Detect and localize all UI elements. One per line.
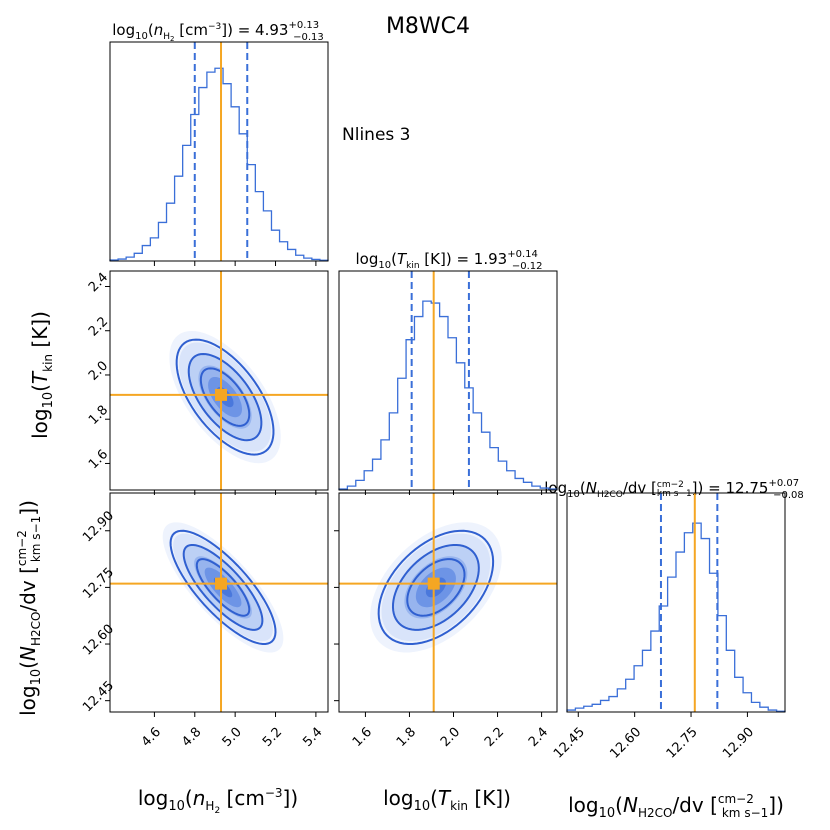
xlabel-log-nh2co: log10(NH2CO/dv [cm−2 km s−1]) (568, 792, 784, 821)
hist-panel-log_Tkin (338, 270, 558, 495)
y-tick-label: 1.6 (86, 447, 111, 472)
x-tick-label: 2.2 (482, 725, 507, 750)
ylabel-log-tkin: log10(Tkin [K]) (28, 311, 56, 439)
contour-line (195, 558, 251, 617)
x-tick-label: 1.6 (350, 725, 375, 750)
x-tick-label: 12.45 (551, 725, 588, 762)
contour-line (182, 543, 264, 631)
hist-frame (109, 41, 329, 262)
title-log-nh2: log10(nH2 [cm−3]) = 4.93+0.13 −0.13 (112, 20, 324, 43)
contour-line (377, 529, 495, 645)
y-tick-label: 12.90 (80, 508, 117, 545)
contour-line (391, 543, 480, 631)
y-tick-label: 2.0 (86, 358, 111, 383)
figure-title: M8WC4 (386, 14, 470, 39)
x-tick-label: 4.6 (139, 725, 164, 750)
x-tick-label: 12.75 (664, 725, 701, 762)
nlines-annotation: Nlines 3 (342, 125, 410, 145)
truth-marker (215, 577, 228, 590)
hist-panel-log_NH2CO: 12.45 12.60 12.75 12.90 (551, 492, 786, 762)
x-tick-label: 12.60 (607, 725, 644, 762)
hist-panel-log_nH2 (109, 41, 329, 266)
contour-frame (109, 492, 329, 713)
contour-panel-log_Tkin-log_NH2CO: 1.6 1.8 2.0 2.2 2.4 (334, 492, 558, 750)
x-tick-label: 2.0 (438, 725, 463, 750)
ylabel-log-nh2co: log10(NH2CO/dv [cm−2km s−1]) (15, 500, 44, 716)
x-tick-label: 5.2 (260, 725, 285, 750)
xlabel-log-nh2: log10(nH2 [cm−3]) (138, 786, 298, 816)
x-tick-label: 2.4 (526, 725, 551, 750)
y-tick-label: 2.4 (86, 270, 111, 295)
contour-frame (109, 270, 329, 491)
contour-line (169, 529, 277, 645)
x-tick-label: 5.0 (220, 725, 245, 750)
title-log-tkin: log10(Tkin [K]) = 1.93+0.14 −0.12 (355, 249, 542, 272)
contour-panel-log_nH2-log_Tkin: 1.6 1.8 2.0 2.2 2.4 (86, 270, 329, 495)
contour-line (406, 558, 466, 617)
title-log-nh2co: log10(NH2CO/dv [cm−2 km s−1]) = 12.75+0.0… (544, 478, 804, 501)
y-tick-label: 12.45 (80, 678, 117, 715)
histogram-step (566, 522, 786, 712)
contour-line (175, 338, 275, 456)
y-tick-label: 2.2 (86, 314, 111, 339)
y-tick-label: 1.8 (86, 403, 111, 428)
hist-frame (566, 492, 786, 713)
contour-frame (338, 492, 558, 713)
histogram-step (109, 67, 329, 261)
contour-line (187, 352, 263, 442)
x-tick-label: 5.4 (300, 725, 325, 750)
truth-marker (427, 577, 440, 590)
truth-marker (215, 388, 228, 401)
xlabel-log-tkin: log10(Tkin [K]) (383, 786, 511, 814)
histogram-step (338, 300, 558, 490)
x-tick-label: 4.8 (179, 725, 204, 750)
y-tick-label: 12.60 (80, 622, 117, 659)
x-tick-label: 1.8 (394, 725, 419, 750)
contour-line (199, 367, 251, 427)
hist-frame (338, 270, 558, 491)
x-tick-label: 12.90 (720, 725, 757, 762)
